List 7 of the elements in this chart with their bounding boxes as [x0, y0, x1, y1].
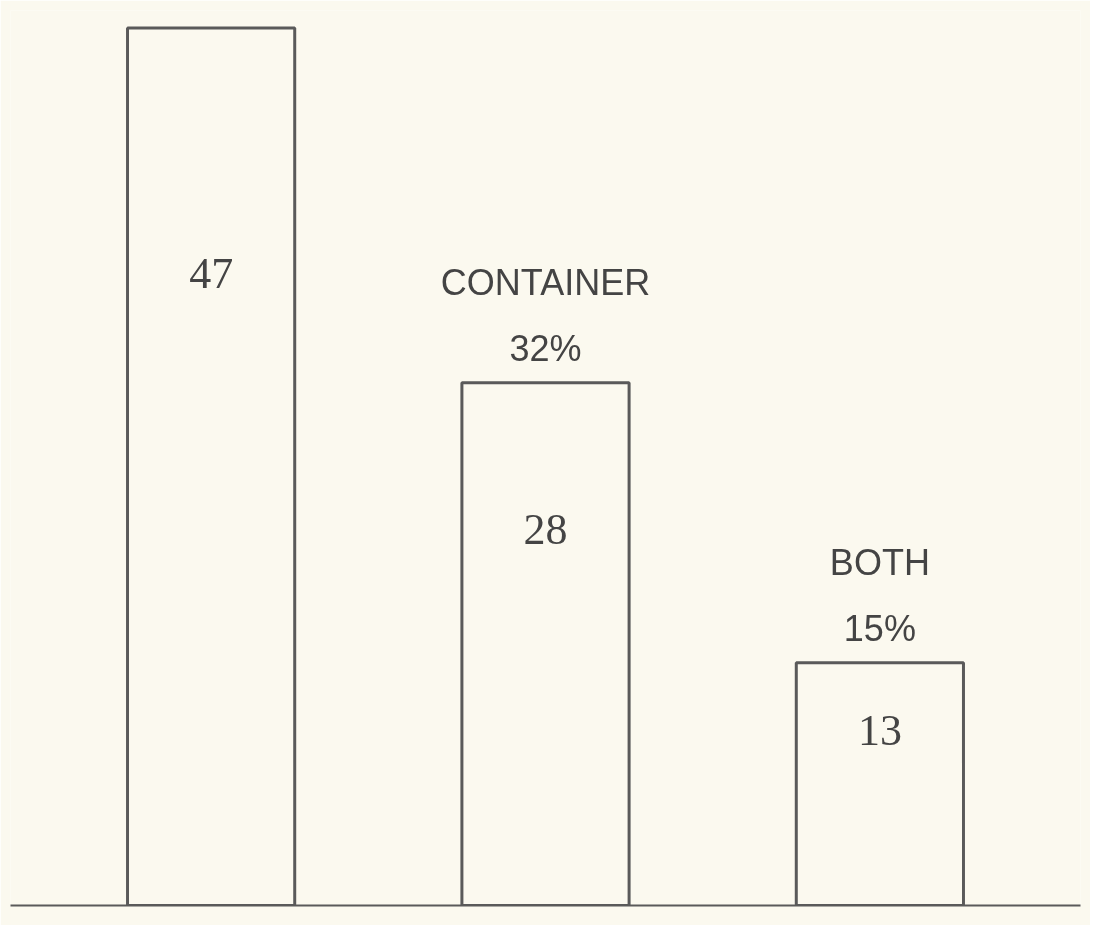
data-label: 28: [523, 504, 568, 554]
x-tick-label: BOTH: [829, 541, 930, 583]
data-label: 13: [857, 706, 902, 756]
data-label: 47: [189, 249, 234, 299]
x-tick-label: CONTAINER: [440, 261, 651, 303]
annotation: 32%: [509, 327, 582, 369]
annotation: 15%: [843, 607, 916, 649]
